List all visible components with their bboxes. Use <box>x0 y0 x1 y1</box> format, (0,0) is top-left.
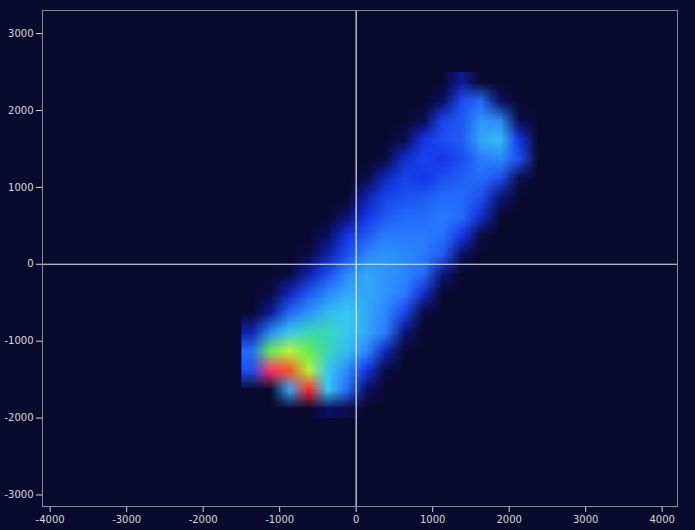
svg-text:-1000: -1000 <box>4 335 33 346</box>
svg-text:-2000: -2000 <box>189 514 218 525</box>
svg-text:-1000: -1000 <box>265 514 294 525</box>
svg-text:4000: 4000 <box>649 514 674 525</box>
svg-text:1000: 1000 <box>8 182 33 193</box>
svg-text:-2000: -2000 <box>4 412 33 423</box>
svg-text:0: 0 <box>353 514 359 525</box>
svg-text:3000: 3000 <box>8 28 33 39</box>
svg-text:1000: 1000 <box>420 514 445 525</box>
svg-text:0: 0 <box>27 258 33 269</box>
svg-text:-3000: -3000 <box>112 514 141 525</box>
svg-text:-3000: -3000 <box>4 489 33 500</box>
svg-text:-4000: -4000 <box>36 514 65 525</box>
svg-text:2000: 2000 <box>8 105 33 116</box>
svg-text:2000: 2000 <box>496 514 521 525</box>
svg-text:3000: 3000 <box>573 514 598 525</box>
